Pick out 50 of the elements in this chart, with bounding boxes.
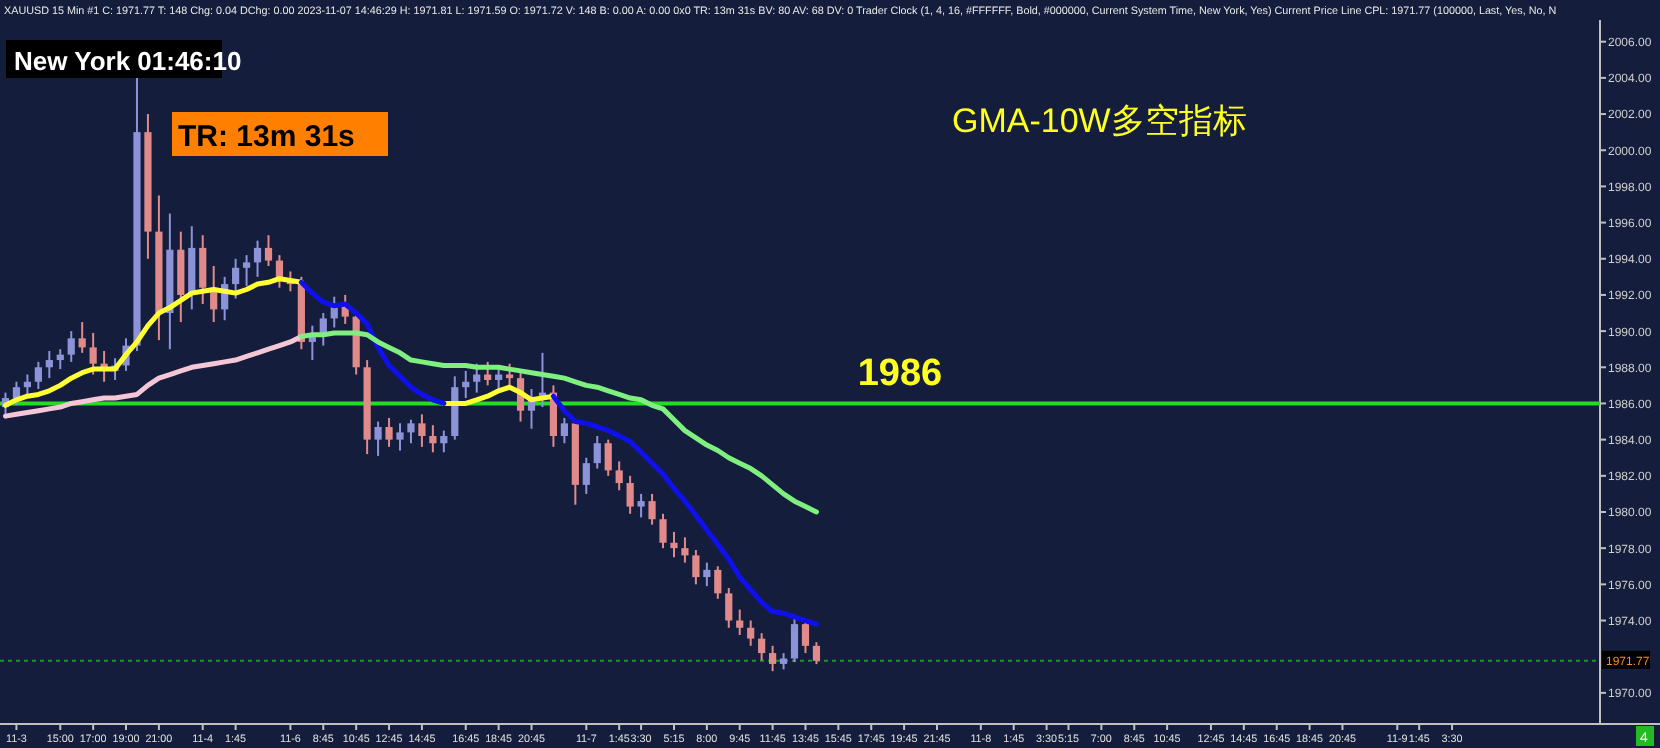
candlestick (264, 234, 273, 267)
candlestick (56, 348, 64, 371)
candlestick (440, 429, 448, 454)
candlestick (703, 561, 711, 588)
candlestick (177, 230, 185, 324)
candlestick (747, 619, 755, 647)
candlestick (45, 350, 53, 380)
candlestick (429, 424, 437, 454)
candlestick (615, 460, 623, 492)
candlestick (604, 438, 612, 477)
candlestick (593, 435, 601, 470)
candlestick (253, 239, 262, 278)
candlestick (670, 530, 678, 559)
candlestick (89, 331, 97, 376)
candlestick (473, 362, 481, 394)
candlestick (374, 420, 382, 457)
candlestick (801, 619, 810, 655)
candlestick (560, 416, 568, 445)
annotation: New York 01:46:10 (14, 46, 242, 76)
candlestick (736, 608, 744, 636)
candlestick (418, 413, 426, 448)
candlestick (67, 330, 75, 363)
candlestick (242, 254, 251, 287)
candlestick (790, 614, 799, 664)
candlestick (385, 416, 393, 448)
annotation: GMA-10W多空指标 (952, 102, 1247, 140)
candlestick (23, 373, 31, 398)
candlestick (462, 369, 470, 400)
candlestick (78, 321, 86, 354)
candlestick (769, 644, 777, 673)
candlestick (232, 257, 240, 300)
candlestick (582, 456, 590, 495)
ref-line-label: 1986 (857, 353, 943, 396)
candlestick (637, 492, 645, 519)
candlestick (648, 492, 656, 526)
candlestick (692, 548, 700, 586)
candlestick (407, 418, 415, 445)
candlestick (681, 536, 689, 564)
candlestick (812, 641, 821, 666)
candlestick (626, 474, 634, 515)
candlestick (199, 234, 207, 305)
candlestick (758, 632, 766, 662)
candlestick (725, 586, 733, 629)
candlestick (714, 565, 722, 600)
candlestick (484, 360, 492, 387)
annotation: TR: 13m 31s (178, 120, 355, 154)
candlestick (396, 422, 404, 452)
candlestick (659, 512, 667, 550)
candlestick (495, 366, 503, 390)
candlestick (34, 360, 42, 390)
